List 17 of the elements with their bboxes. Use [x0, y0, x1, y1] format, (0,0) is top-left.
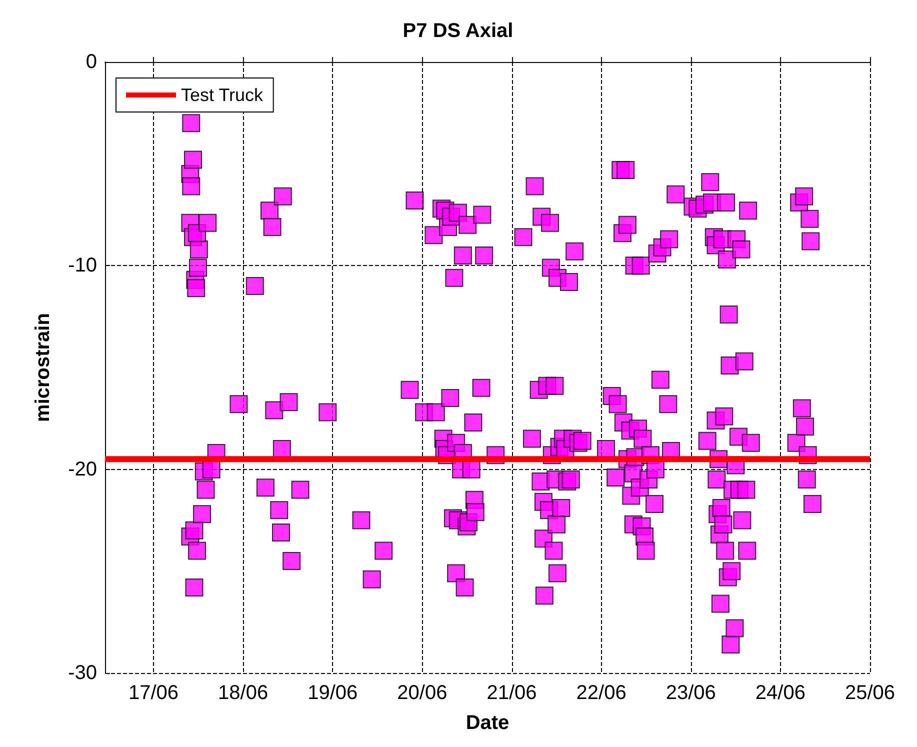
x-tick-label: 19/06: [308, 682, 358, 704]
y-tick-label: -10: [68, 254, 97, 277]
y-tick-label: -30: [68, 662, 97, 684]
x-tick-label: 21/06: [486, 682, 537, 704]
x-tick-label: 23/06: [666, 682, 716, 704]
x-tick-label: 18/06: [218, 682, 268, 704]
legend-label: Test Truck: [181, 85, 264, 105]
y-axis-title: microstrain: [32, 313, 54, 422]
x-tick-label: 20/06: [397, 682, 448, 704]
x-axis-title: Date: [466, 712, 510, 734]
y-tick-label: 0: [86, 51, 97, 73]
x-tick-label: 24/06: [755, 682, 806, 704]
chart-title: P7 DS Axial: [402, 20, 514, 42]
x-tick-label: 17/06: [128, 682, 179, 704]
x-tick-label: 22/06: [576, 682, 626, 704]
y-tick-label: -20: [68, 458, 97, 480]
x-tick-label: 25/06: [844, 682, 896, 704]
